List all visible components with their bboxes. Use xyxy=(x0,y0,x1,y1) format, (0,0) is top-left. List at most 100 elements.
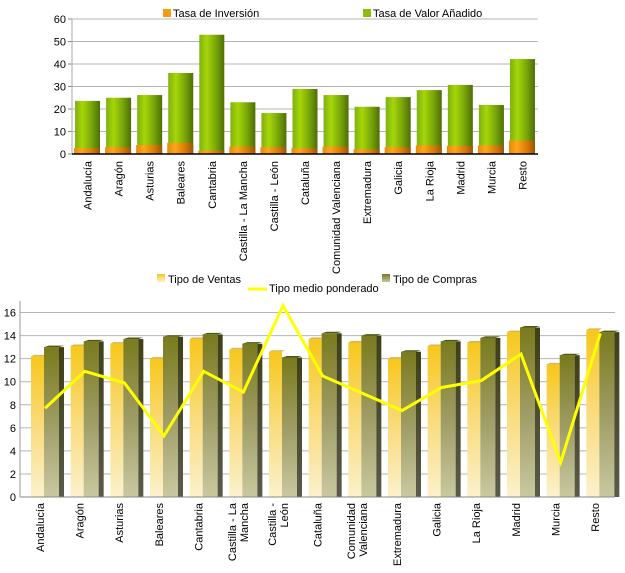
bar-tipo-ventas-top xyxy=(150,357,166,359)
bar-tasa-inversion xyxy=(291,148,318,154)
bar-tipo-compras xyxy=(401,351,416,497)
bar-tipo-compras-side xyxy=(495,337,501,497)
y-tick-label: 0 xyxy=(10,492,16,504)
bar-tasa-inversion xyxy=(136,145,163,154)
bar-tipo-compras-top xyxy=(123,337,144,340)
bar-tipo-ventas xyxy=(546,364,560,497)
bar-tipo-ventas xyxy=(308,339,322,497)
bar-tipo-compras-side xyxy=(416,351,421,497)
bar-tipo-compras xyxy=(282,357,297,497)
x-tick-label: León xyxy=(279,503,291,527)
bar-tasa-inversion xyxy=(167,142,194,154)
bar-tipo-ventas-top xyxy=(110,342,127,344)
x-tick-label: Galicia xyxy=(432,502,444,537)
bar-tipo-ventas-top xyxy=(546,362,563,365)
x-tick-label: Resto xyxy=(590,503,602,532)
bar-tipo-ventas-top xyxy=(189,337,206,340)
x-tick-label: Extremadura xyxy=(392,502,404,566)
x-tick-label: Galicia xyxy=(393,160,405,195)
bar-tasa-inversion xyxy=(322,146,349,154)
bar-tasa-valor-anadido xyxy=(416,90,442,154)
bar-tipo-compras-top xyxy=(321,331,342,334)
bar-tipo-compras-top xyxy=(440,339,461,342)
bar-tasa-inversion xyxy=(229,146,256,154)
bar-tipo-compras-top xyxy=(163,335,183,337)
bar-tasa-valor-anadido xyxy=(230,102,256,154)
bar-tipo-ventas-top xyxy=(467,341,484,343)
bar-tipo-compras xyxy=(321,333,337,497)
bar-tipo-ventas xyxy=(427,345,441,497)
bar-tipo-compras-side xyxy=(297,357,302,497)
bar-tipo-ventas-top xyxy=(31,354,47,357)
legend-label: Tipo medio ponderado xyxy=(269,283,379,295)
bar-tipo-compras xyxy=(242,343,258,497)
y-tick-label: 60 xyxy=(54,14,66,26)
bar-tipo-ventas-top xyxy=(348,341,365,343)
bar-tasa-valor-anadido xyxy=(447,84,473,154)
x-tick-label: Aragón xyxy=(75,503,87,538)
x-tick-label: La Rioja xyxy=(424,160,436,201)
bar-tipo-compras-top xyxy=(44,345,64,348)
bar-tipo-ventas xyxy=(507,332,520,497)
y-tick-label: 14 xyxy=(4,331,16,343)
bar-tipo-compras xyxy=(599,332,615,497)
y-tick-label: 20 xyxy=(54,104,66,116)
legend-swatch xyxy=(382,274,390,282)
legend-label: Tasa de Inversión xyxy=(173,8,259,20)
legend-swatch xyxy=(157,274,165,282)
bar-tipo-compras-side xyxy=(98,341,104,497)
legend-swatch xyxy=(163,9,171,17)
bar-tipo-compras xyxy=(123,339,139,497)
bar-tipo-compras-side xyxy=(217,334,223,497)
bar-tipo-ventas-top xyxy=(70,344,87,346)
bar-tipo-ventas xyxy=(70,345,84,497)
y-tick-label: 8 xyxy=(10,400,16,412)
x-tick-label: Castilla - La Mancha xyxy=(238,160,250,261)
y-tick-label: 12 xyxy=(4,354,16,366)
x-tick-label: Asturias xyxy=(145,161,157,201)
bar-tipo-compras-top xyxy=(520,326,540,328)
bar-tasa-valor-anadido xyxy=(385,97,411,154)
y-tick-label: 10 xyxy=(54,127,66,139)
bar-tasa-inversion xyxy=(198,150,225,154)
y-tick-label: 2 xyxy=(10,469,16,481)
bar-tipo-ventas-top xyxy=(507,330,523,333)
bar-tipo-compras xyxy=(440,341,456,497)
bar-tasa-inversion xyxy=(105,147,132,154)
bar-tipo-compras xyxy=(83,341,99,497)
bar-tipo-ventas xyxy=(348,342,362,497)
y-tick-label: 6 xyxy=(10,423,16,435)
bar-tasa-inversion xyxy=(415,145,442,154)
legend-swatch xyxy=(363,9,371,17)
y-tick-label: 40 xyxy=(54,59,66,71)
bar-tasa-inversion xyxy=(384,147,411,154)
bar-tipo-compras-side xyxy=(535,327,540,497)
bar-tipo-compras xyxy=(480,337,496,497)
bar-tipo-compras-side xyxy=(455,341,461,497)
x-tick-label: Asturias xyxy=(114,503,126,543)
x-tick-label: Cataluña xyxy=(300,160,312,205)
x-tick-label: Murcia xyxy=(551,502,563,536)
bar-tipo-compras-top xyxy=(83,339,104,342)
bar-tasa-inversion xyxy=(260,147,287,154)
x-tick-label: Comunidad xyxy=(346,503,358,559)
x-tick-label: Castilla - León xyxy=(269,161,281,231)
legend-label: Tasa de Valor Añadido xyxy=(373,8,482,20)
bar-tasa-valor-anadido xyxy=(75,100,101,154)
x-tick-label: Cantabria xyxy=(207,160,219,209)
bar-tipo-ventas-top xyxy=(229,347,246,350)
bar-tipo-compras-side xyxy=(376,335,382,497)
x-tick-label: Valenciana xyxy=(358,502,370,556)
x-tick-label: Baleares xyxy=(176,161,188,205)
bar-tipo-ventas-top xyxy=(388,357,404,359)
bar-tipo-ventas xyxy=(269,351,282,497)
x-tick-label: Aragón xyxy=(114,161,126,196)
bar-tasa-valor-anadido xyxy=(106,97,132,154)
x-tick-label: Extremadura xyxy=(362,160,374,224)
bar-tipo-compras-side xyxy=(178,336,183,497)
bar-tipo-compras-top xyxy=(599,330,620,333)
bar-tipo-compras xyxy=(163,336,178,497)
x-tick-label: Cantabria xyxy=(194,502,206,551)
bar-tipo-ventas xyxy=(467,342,481,497)
